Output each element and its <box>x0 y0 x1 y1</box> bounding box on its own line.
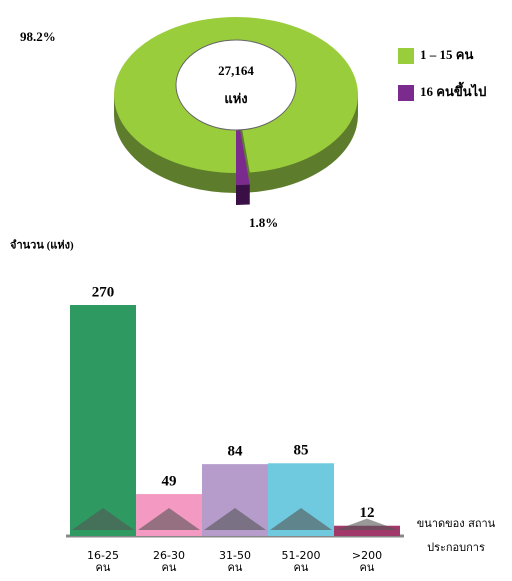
pie-label: 1.8% <box>249 215 278 230</box>
bar <box>334 525 400 536</box>
building-icon <box>270 508 332 530</box>
value-label: 12 <box>360 505 375 521</box>
x-tick-label: 31-50 คน <box>219 549 251 574</box>
x-tick-label: 51-200 คน <box>281 549 321 574</box>
value-label: 85 <box>294 443 309 459</box>
x-axis-label: ขนาดของ สถานประกอบการ <box>416 517 496 554</box>
building-icon <box>204 508 266 530</box>
center-label: 27,164 <box>218 63 254 78</box>
legend-swatch <box>398 85 414 101</box>
value-label: 84 <box>228 444 244 460</box>
x-tick-label: 26-30 คน <box>153 549 185 574</box>
legend-label: 16 คนขึ้นไป <box>420 81 486 99</box>
building-icon <box>336 518 398 530</box>
pie-label: 98.2% <box>20 29 56 44</box>
pie-hole <box>175 39 297 131</box>
y-axis-label: จำนวน (แห่ง) <box>10 239 74 252</box>
x-tick-label: >200 คน <box>351 549 383 574</box>
bar <box>70 305 136 536</box>
pie-slice-side <box>236 184 250 205</box>
value-label: 270 <box>92 284 115 300</box>
building-icon <box>72 508 134 530</box>
legend-label: 1 – 15 คน <box>420 47 473 62</box>
x-tick-label: 16-25 คน <box>87 549 119 574</box>
value-label: 49 <box>162 474 177 490</box>
legend-swatch <box>398 48 414 64</box>
center-sublabel: แห่ง <box>224 91 247 106</box>
building-icon <box>138 508 200 530</box>
